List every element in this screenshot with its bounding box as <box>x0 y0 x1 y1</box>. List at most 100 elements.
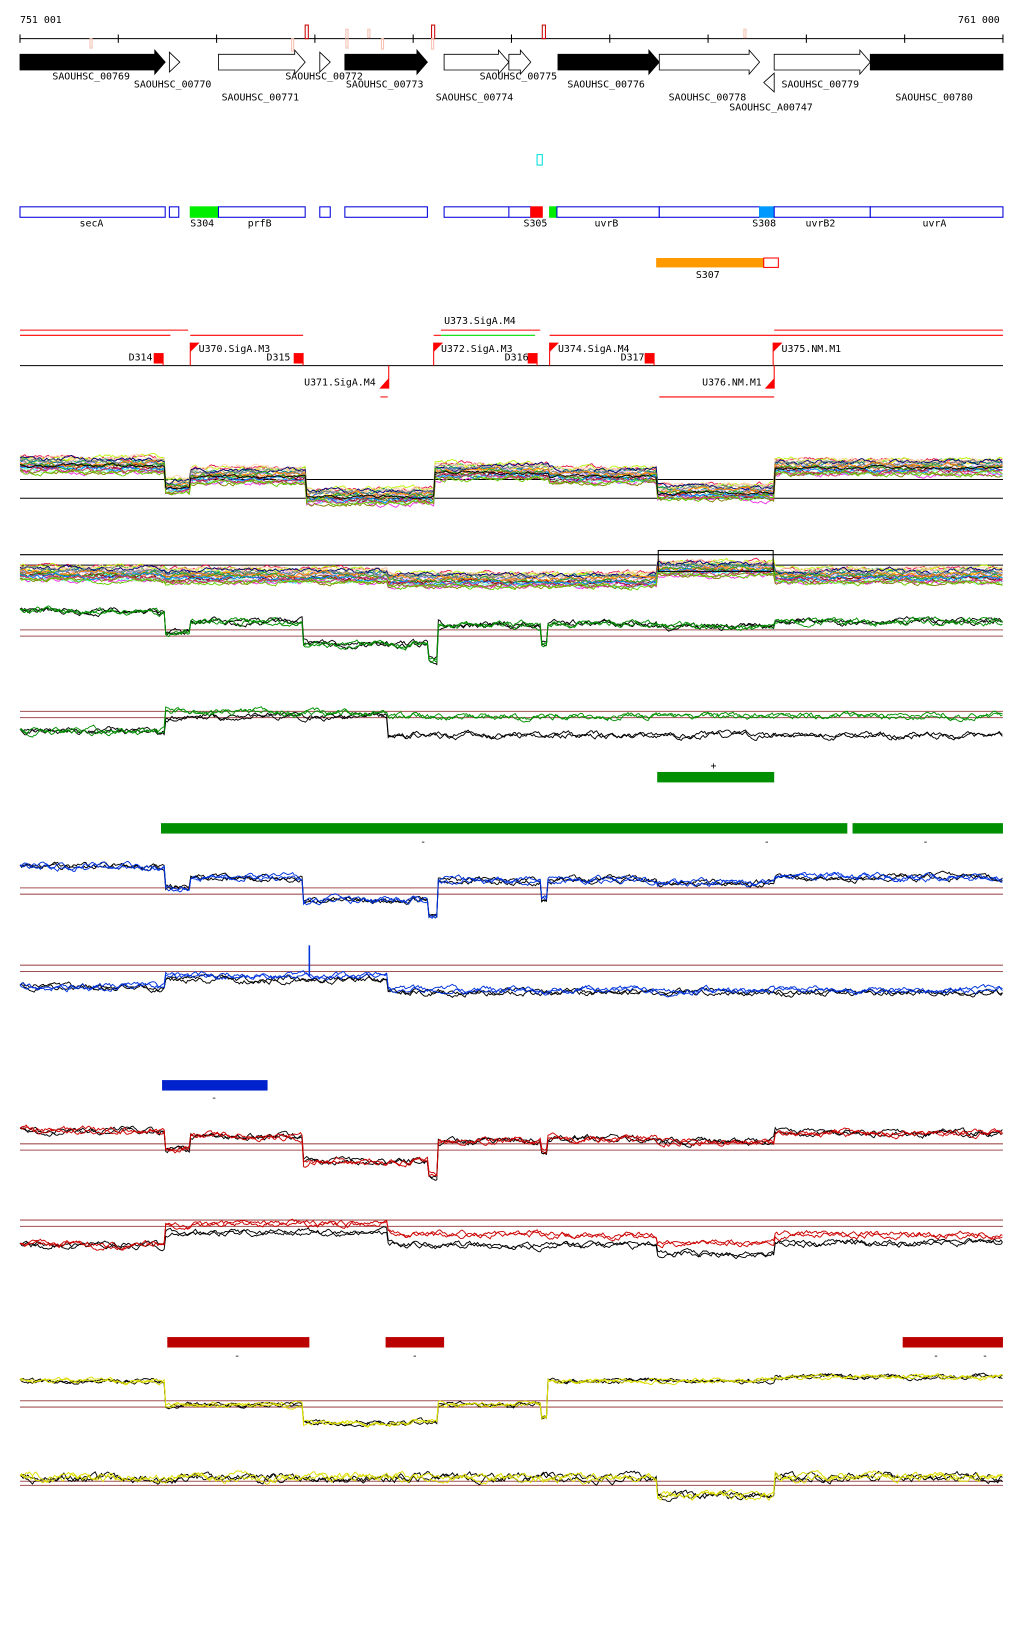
expression-profile-green <box>19 605 1003 664</box>
expression-profile-blue <box>19 970 1003 996</box>
s307-end-box <box>763 257 779 268</box>
annotation-box <box>189 206 219 218</box>
snp-marker-faint <box>367 28 371 39</box>
expression-profile <box>19 571 1003 591</box>
expression-profile-black <box>19 1226 1003 1260</box>
gene-SAOUHSC_00773: SAOUHSC_00773 <box>344 49 428 91</box>
promoter-label: U376.NM.M1 <box>702 377 762 388</box>
condition-bar <box>385 1337 445 1348</box>
expression-profile <box>19 466 1003 506</box>
gene-arrow <box>557 49 660 76</box>
annotation-label: S304 <box>190 219 214 230</box>
snp-marker-faint <box>380 38 385 50</box>
promoter-label: U370.SigA.M3 <box>199 344 271 355</box>
snp-marker-faint <box>89 38 93 49</box>
condition-bar <box>657 771 775 783</box>
annotation-box <box>319 206 331 218</box>
gene-SAOUHSC_00780: SAOUHSC_00780 <box>869 53 1004 103</box>
promoter-label: U372.SigA.M3 <box>441 344 513 355</box>
expression-profile-black <box>19 711 1003 742</box>
snp-marker <box>431 24 436 40</box>
gene-label: SAOUHSC_00778 <box>669 92 747 103</box>
gene-arrow <box>168 51 181 74</box>
annotation-box <box>168 206 180 218</box>
gene-arrow <box>443 49 510 76</box>
gene-SAOUHSC_00775: SAOUHSC_00775 <box>480 49 557 82</box>
annotation-box <box>556 206 660 218</box>
gene-label: SAOUHSC_A00747 <box>729 103 813 114</box>
axis-start-label: 751 001 <box>20 15 62 26</box>
promoter-label: D317 <box>621 352 645 363</box>
snp-marker-faint <box>345 28 349 49</box>
annotation-label: uvrA <box>923 219 947 230</box>
gene-label: SAOUHSC_00776 <box>567 80 645 91</box>
promoter-label: D316 <box>505 352 529 363</box>
expression-profile-black <box>19 861 1003 919</box>
annotation-box <box>549 206 558 218</box>
expression-profile <box>19 458 1003 498</box>
annotation-box <box>658 206 761 218</box>
strand-mark: - <box>764 837 770 848</box>
snp-marker-faint <box>743 28 747 39</box>
expression-box <box>657 549 774 572</box>
terminator-marker <box>527 353 538 364</box>
gene-label: SAOUHSC_00779 <box>782 80 860 91</box>
expression-profile-red <box>19 1126 1003 1178</box>
promoter-flag <box>764 378 775 389</box>
gene-arrow <box>658 49 761 76</box>
condition-bar <box>167 1337 310 1348</box>
promoter-label: U374.SigA.M4 <box>558 344 630 355</box>
annotation-label: prfB <box>248 219 272 230</box>
annotation-box <box>344 206 428 218</box>
strand-mark: - <box>234 1351 240 1362</box>
promoter-label: D314 <box>129 352 153 363</box>
expression-profile-black <box>19 1372 1003 1427</box>
condition-bars: + - - - - - - - - <box>161 761 1003 1362</box>
expression-profile-green <box>19 706 1003 736</box>
terminator-marker <box>153 353 164 364</box>
gene-arrow <box>344 49 428 76</box>
annotation-track: secA S304 prfB S305 uvrB S308 uvrB2 uvrA <box>19 206 1004 230</box>
snp-marker-faint <box>291 38 295 52</box>
annotation-label: uvrB2 <box>806 219 836 230</box>
strand-mark: - <box>211 1093 217 1104</box>
genome-axis <box>19 24 1004 52</box>
promoter-flag <box>379 378 389 389</box>
gene-SAOUHSC_00770: SAOUHSC_00770 <box>134 51 211 91</box>
strand-mark: - <box>933 1351 939 1362</box>
gene-SAOUHSC_00771: SAOUHSC_00771 <box>218 49 306 103</box>
gene-SAOUHSC_00778: SAOUHSC_00778 <box>658 49 761 103</box>
expression-profile-yellow <box>19 1470 1003 1502</box>
expression-profile-red <box>19 1124 1003 1178</box>
annotation-box <box>443 206 532 218</box>
promoter-flag <box>433 342 444 353</box>
strand-mark: - <box>412 1351 418 1362</box>
axis-end-label: 761 000 <box>958 15 1000 26</box>
expression-profile-blue <box>19 860 1003 919</box>
expression-profile-blue <box>19 970 1003 998</box>
annotation-box <box>759 206 775 218</box>
terminator-marker <box>293 353 304 364</box>
expression-profile <box>19 567 1003 587</box>
strand-mark: - <box>982 1351 988 1362</box>
s307-bar <box>656 258 764 268</box>
gene-arrow <box>763 72 775 93</box>
annotation-box <box>773 206 871 218</box>
snp-marker-faint <box>431 38 435 50</box>
expression-profile-blue <box>19 861 1003 919</box>
strand-mark: + <box>710 761 716 772</box>
gene-SAOUHSC_00772: SAOUHSC_00772 <box>285 51 363 82</box>
annotation-label: uvrB <box>595 219 619 230</box>
annotation-box <box>869 206 1004 218</box>
gene-SAOUHSC_00769: SAOUHSC_00769 <box>19 49 166 82</box>
gene-SAOUHSC_00774: SAOUHSC_00774 <box>436 49 513 103</box>
condition-bar <box>161 823 848 834</box>
cyan-marker <box>536 154 543 166</box>
gene-label: SAOUHSC_00780 <box>895 92 973 103</box>
segment-s307: S307 <box>656 257 779 281</box>
expression-profile-black <box>19 607 1003 666</box>
expression-profile-yellow <box>19 1470 1003 1500</box>
gene-label: SAOUHSC_00769 <box>52 71 130 82</box>
